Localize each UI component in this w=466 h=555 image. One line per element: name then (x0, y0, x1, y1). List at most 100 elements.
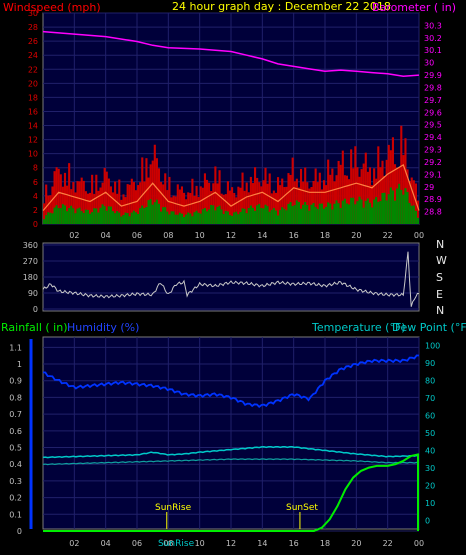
gust-bar (270, 193, 273, 224)
barometer-line (42, 30, 420, 78)
gust-bar (381, 160, 384, 224)
avg-bar (331, 209, 334, 224)
baro-y-tick: 29.2 (424, 158, 442, 167)
gust-bar (172, 195, 175, 224)
avg-bar (137, 213, 140, 224)
avg-bar (396, 188, 399, 224)
gust-bar (339, 164, 342, 224)
direction-y-tick: 90 (28, 289, 38, 298)
avg-bar (254, 210, 257, 224)
gust-bar (377, 146, 380, 224)
rain-y-tick: 0.5 (9, 444, 22, 453)
temp-y-tick: 60 (425, 412, 435, 421)
temp-y-tick: 80 (425, 377, 435, 386)
gust-bar (74, 192, 77, 224)
wind-x-tick: 16 (289, 231, 299, 240)
avg-bar (354, 204, 357, 224)
avg-bar (155, 199, 158, 224)
rainfall-line (43, 453, 420, 532)
gust-bar (49, 195, 52, 224)
avg-bar (172, 211, 175, 224)
avg-bar (325, 206, 328, 224)
avg-bar (193, 212, 196, 224)
avg-bar (249, 205, 252, 224)
gust-bar (316, 182, 319, 224)
avg-bar (107, 206, 110, 224)
avg-bar (43, 219, 46, 224)
gust-bar (151, 160, 154, 224)
gust-bar (216, 183, 219, 224)
temperature-line (42, 446, 420, 459)
gust-bar (283, 187, 286, 224)
sunrise-bottom-label: SunRise (158, 539, 195, 549)
rain-y-tick: 0.7 (9, 410, 22, 419)
avg-bar (160, 211, 163, 224)
gust-bar (368, 167, 372, 224)
avg-bar (132, 210, 135, 224)
gust-bar (84, 191, 87, 224)
gust-bar (137, 185, 140, 224)
gust-bar (224, 194, 227, 224)
gust-bar (222, 194, 225, 224)
wind-y-tick: 20 (28, 79, 38, 88)
gust-bar (187, 192, 190, 224)
gust-bar (337, 160, 340, 224)
avg-bar (216, 206, 219, 224)
gust-bar (191, 178, 194, 224)
avg-bar (74, 213, 77, 224)
gust-bar (195, 185, 198, 224)
gust-bar (354, 146, 357, 224)
avg-bar (274, 210, 278, 224)
gust-bar (43, 203, 46, 224)
avg-bar (63, 205, 67, 224)
avg-bar (55, 205, 58, 224)
gust-bar (97, 190, 100, 224)
gust-bar (352, 168, 355, 224)
baro-y-tick: 28.9 (424, 195, 442, 204)
gust-bar (174, 196, 177, 224)
tick-labels: 02468101214161820222426283028.828.92929.… (9, 9, 442, 548)
gust-bar (364, 152, 367, 224)
gust-bar (162, 184, 165, 224)
direction-y-tick: 180 (23, 273, 38, 282)
avg-wind-line (42, 164, 420, 211)
gust-bar (199, 186, 202, 224)
temp-y-tick: 40 (425, 446, 435, 455)
sunrise-label: SunRise (155, 503, 192, 513)
avg-bar (333, 203, 336, 224)
avg-bar (130, 212, 133, 224)
gust-bar (57, 168, 60, 224)
gust-bar (155, 158, 158, 224)
gust-bar (371, 185, 374, 224)
wind-x-tick: 02 (69, 231, 79, 240)
avg-bar (168, 214, 171, 224)
avg-bar (76, 208, 79, 224)
gust-bar (356, 167, 359, 224)
avg-bar (266, 206, 269, 224)
avg-bar (101, 204, 104, 224)
gust-bar (143, 181, 146, 224)
gust-bar (134, 190, 138, 224)
avg-bar (358, 196, 361, 224)
gust-bar (243, 190, 246, 224)
avg-bar (214, 210, 217, 224)
gust-bar (212, 183, 215, 224)
avg-bar (97, 212, 100, 224)
avg-bar (270, 209, 273, 224)
gust-bar (168, 176, 171, 224)
lower-x-tick: 02 (69, 539, 79, 548)
avg-bar (199, 213, 202, 224)
avg-bar (262, 208, 265, 224)
gust-bar (318, 172, 321, 224)
avg-bar (350, 197, 353, 224)
avg-bar (149, 199, 152, 224)
avg-bar (352, 197, 355, 224)
avg-bar (95, 208, 98, 224)
avg-bar (185, 214, 188, 224)
gust-bar (86, 193, 90, 224)
dewpoint-line (42, 458, 420, 466)
compass-s: S (436, 271, 443, 284)
avg-bar (241, 208, 244, 224)
avg-bar (410, 205, 413, 224)
gust-bar (391, 137, 394, 224)
